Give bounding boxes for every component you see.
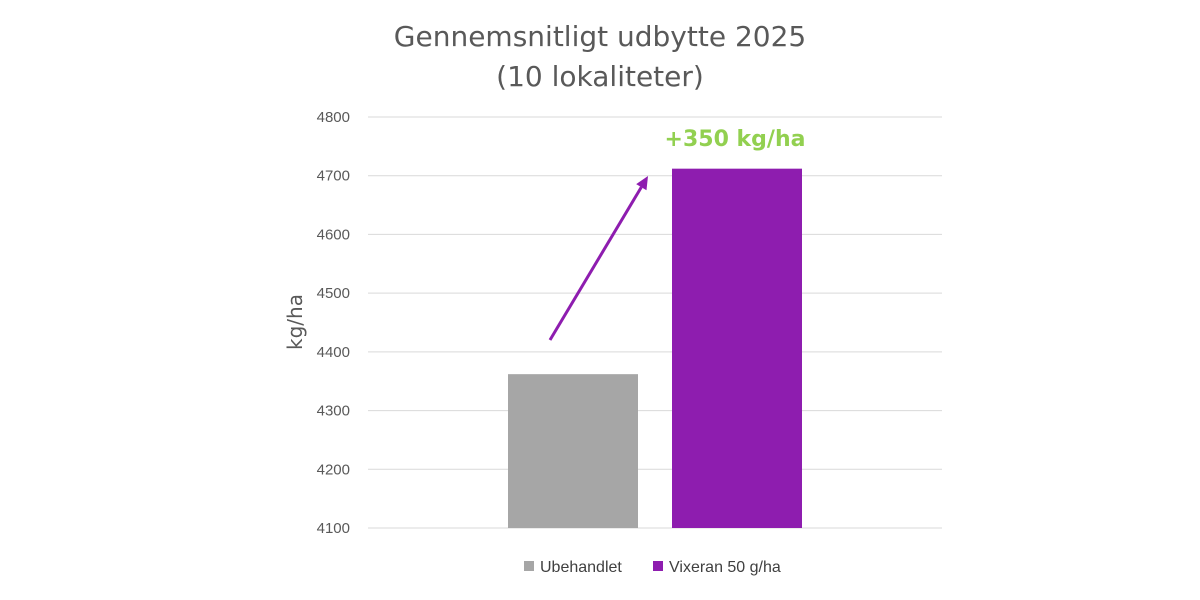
legend-label: Vixeran 50 g/ha <box>669 559 781 576</box>
arrow-head <box>636 176 648 191</box>
bar-vixeran <box>672 168 802 528</box>
y-tick-label: 4700 <box>317 168 350 185</box>
y-tick-label: 4500 <box>317 285 350 302</box>
chart-title: Gennemsnitligt udbytte 2025 <box>393 20 807 53</box>
annotation-label: +350 kg/ha <box>665 127 806 152</box>
legend-label: Ubehandlet <box>540 559 622 576</box>
legend-swatch <box>653 561 663 571</box>
legend: Ubehandlet Vixeran 50 g/ha <box>524 559 781 576</box>
gridlines <box>368 116 942 529</box>
increase-arrow <box>548 176 648 341</box>
bars <box>508 168 802 528</box>
y-tick-label: 4300 <box>317 403 350 420</box>
y-axis-label: kg/ha <box>283 294 307 350</box>
chart-subtitle: (10 lokaliteter) <box>496 60 704 93</box>
y-tick-label: 4600 <box>317 226 350 243</box>
y-tick-labels: 4100 4200 4300 4400 4500 4600 4700 4800 <box>317 109 350 537</box>
legend-swatch <box>524 561 534 571</box>
y-tick-label: 4200 <box>317 461 350 478</box>
y-tick-label: 4800 <box>317 109 350 126</box>
y-tick-label: 4100 <box>317 520 350 537</box>
y-tick-label: 4400 <box>317 344 350 361</box>
arrow-shaft <box>548 186 643 341</box>
bar-ubehandlet <box>508 374 638 528</box>
